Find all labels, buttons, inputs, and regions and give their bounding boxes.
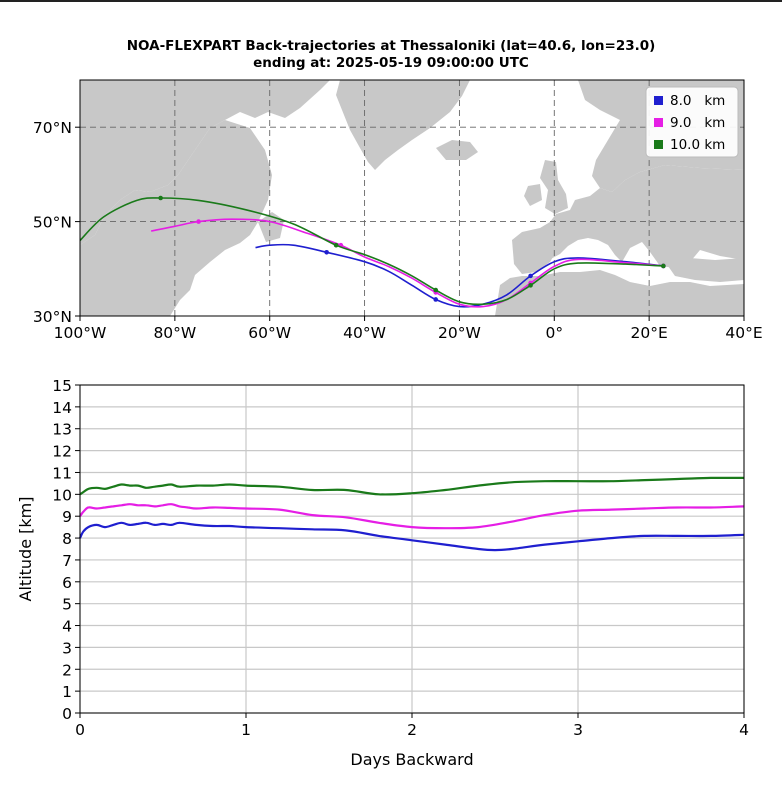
map-legend: 8.0 km 9.0 km 10.0 km — [645, 86, 739, 158]
map-trajectories — [80, 195, 666, 308]
altitude-y-tick-label: 9 — [62, 508, 72, 526]
anatolia-land — [668, 258, 744, 282]
north-america-land — [80, 80, 330, 245]
y-axis-label: Altitude [km] — [16, 497, 35, 602]
altitude-x-tick-label: 1 — [241, 721, 251, 739]
legend-label-10km: 10.0 km — [670, 137, 725, 153]
map-trajectory-marker — [158, 195, 163, 201]
legend-label-8km: 8.0 km — [670, 93, 725, 109]
iberia-land — [512, 238, 556, 274]
labrador-quebec-land — [80, 120, 272, 316]
map-y-tick-label: 30°N — [33, 308, 72, 326]
newfoundland-land — [258, 212, 284, 242]
x-axis-label: Days Backward — [350, 750, 473, 769]
altitude-y-tick-label: 4 — [62, 618, 72, 636]
altitude-line-0 — [79, 521, 745, 552]
chart-subtitle: ending at: 2025-05-19 09:00:00 UTC — [253, 55, 529, 71]
map-x-tick-label: 20°E — [631, 324, 668, 342]
legend-swatch-9km — [654, 118, 663, 127]
altitude-y-tick-label: 5 — [62, 596, 72, 614]
altitude-x-tick-label: 4 — [739, 721, 749, 739]
legend-box — [645, 86, 739, 158]
altitude-y-tick-label: 8 — [62, 530, 72, 548]
altitude-x-tick-label: 0 — [75, 721, 85, 739]
altitude-y-tick-label: 6 — [62, 574, 72, 592]
legend-swatch-10km — [654, 140, 663, 149]
altitude-y-tick-label: 7 — [62, 552, 72, 570]
altitude-y-tick-label: 2 — [62, 661, 72, 679]
map-x-tick-label: 40°W — [343, 324, 386, 342]
altitude-series — [79, 476, 745, 552]
altitude-y-tick-label: 15 — [52, 377, 72, 395]
map-x-tick-label: 40°E — [725, 324, 762, 342]
africa-land — [495, 270, 744, 316]
altitude-y-tick-label: 3 — [62, 639, 72, 657]
map-x-tick-label: 100°W — [54, 324, 107, 342]
map-trajectory-marker — [196, 219, 201, 224]
altitude-y-tick-label: 11 — [52, 464, 72, 482]
altitude-y-tick-label: 13 — [52, 421, 72, 439]
greenland-land — [336, 80, 470, 170]
iceland-land — [436, 140, 478, 160]
map-y-tick-label: 70°N — [33, 119, 72, 137]
map-frame — [79, 79, 745, 317]
britain-land — [540, 160, 568, 214]
map-x-tick-label: 60°W — [248, 324, 291, 342]
altitude-y-tick-label: 12 — [52, 443, 72, 461]
map-gridlines — [80, 80, 744, 316]
altitude-y-tick-label: 10 — [52, 486, 72, 504]
map-trajectory-1 — [150, 218, 664, 308]
map-y-tick-label: 50°N — [33, 214, 72, 232]
altitude-y-tick-label: 0 — [62, 705, 72, 723]
map-trajectory-marker — [433, 287, 439, 293]
map-trajectory-marker — [528, 283, 533, 288]
window-top-border — [0, 0, 782, 2]
map-panel: 100°W 80°W 60°W 40°W 20°W 0° 20°E 40°E 30°N 50°N 7… — [33, 79, 763, 342]
legend-swatch-8km — [654, 96, 663, 105]
altitude-y-tick-label: 14 — [52, 399, 72, 417]
altitude-y-tick-label: 1 — [62, 683, 72, 701]
map-trajectory-0 — [255, 243, 664, 308]
ireland-land — [524, 184, 542, 206]
altitude-line-2 — [79, 476, 745, 496]
map-trajectory-marker — [333, 242, 339, 248]
altitude-line-1 — [79, 503, 745, 530]
map-trajectory-marker — [528, 273, 533, 279]
map-x-tick-label: 80°W — [153, 324, 196, 342]
map-x-tick-label: 0° — [545, 324, 563, 342]
map-ticks: 100°W 80°W 60°W 40°W 20°W 0° 20°E 40°E 30°N 50°N 7… — [33, 119, 763, 342]
map-trajectory-marker — [324, 249, 329, 255]
map-x-tick-label: 20°W — [438, 324, 481, 342]
map-trajectory-marker — [661, 263, 666, 269]
altitude-x-tick-label: 2 — [407, 721, 417, 739]
map-trajectory-2 — [80, 197, 664, 306]
map-trajectory-marker — [433, 297, 439, 302]
legend-label-9km: 9.0 km — [670, 115, 725, 131]
chart-title: NOA-FLEXPART Back-trajectories at Thessa… — [126, 38, 656, 54]
altitude-x-tick-label: 3 — [573, 721, 583, 739]
europe-land — [512, 165, 744, 268]
